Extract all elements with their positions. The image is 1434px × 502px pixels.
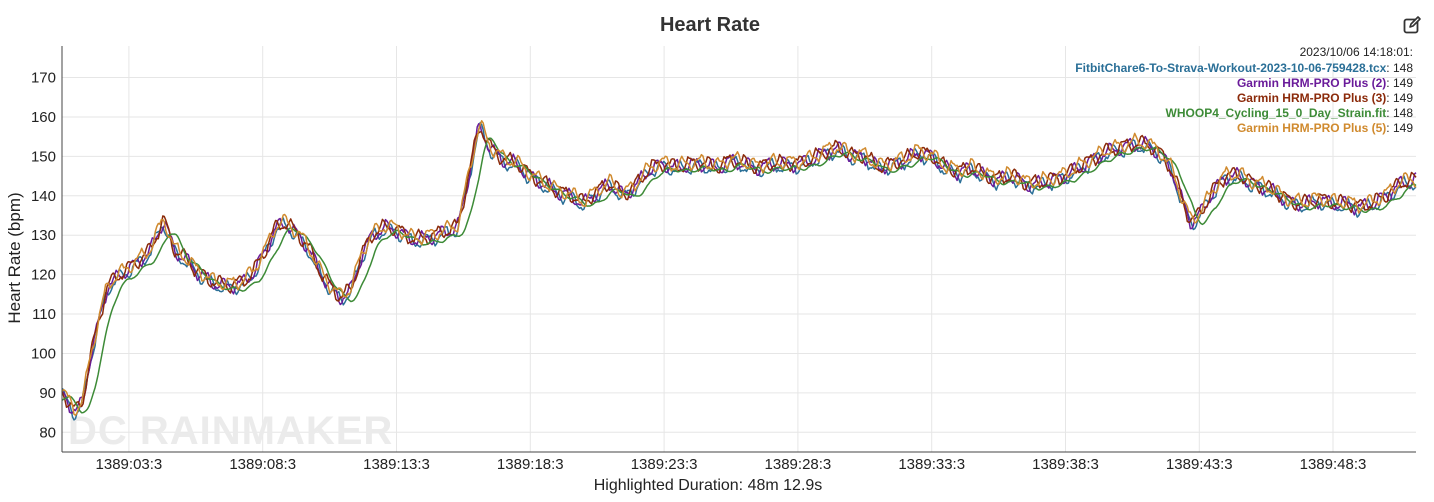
tooltip-entry: Garmin HRM-PRO Plus (2): 149 xyxy=(1237,76,1413,90)
y-tick-label: 90 xyxy=(39,385,56,402)
tooltip-series-name: Garmin HRM-PRO Plus (2) xyxy=(1237,76,1386,90)
edit-square-icon[interactable] xyxy=(1403,16,1421,34)
tooltip-entry: WHOOP4_Cycling_15_0_Day_Strain.fit: 148 xyxy=(1166,106,1414,120)
x-tick-label: 1389:08:3 xyxy=(229,456,296,473)
x-tick-label: 1389:13:3 xyxy=(363,456,430,473)
tooltip-series-value: : 149 xyxy=(1386,76,1413,90)
tooltip-entry: Garmin HRM-PRO Plus (5): 149 xyxy=(1237,121,1413,135)
tooltip-series-name: FitbitChare6-To-Strava-Workout-2023-10-0… xyxy=(1075,61,1386,75)
grid xyxy=(62,46,1416,452)
y-tick-label: 120 xyxy=(31,267,56,284)
series-line-garmin-hrm-pro-plus-5[interactable] xyxy=(61,120,1417,417)
x-tick-label: 1389:48:3 xyxy=(1300,456,1367,473)
axes xyxy=(61,46,1416,453)
y-tick-label: 150 xyxy=(31,148,56,165)
tooltip-series-name: Garmin HRM-PRO Plus (5) xyxy=(1237,121,1386,135)
tooltip-series-value: : 148 xyxy=(1386,61,1413,75)
y-tick-label: 110 xyxy=(32,306,56,323)
x-tick-label: 1389:23:3 xyxy=(631,456,698,473)
y-tick-label: 80 xyxy=(39,424,56,441)
tooltip-series-value: : 149 xyxy=(1386,91,1413,105)
series-line-garmin-hrm-pro-plus-2[interactable] xyxy=(61,123,1417,414)
chart-title: Heart Rate xyxy=(660,14,760,36)
y-tick-label: 100 xyxy=(31,346,56,363)
series-line-garmin-hrm-pro-plus-3[interactable] xyxy=(61,131,1417,408)
tooltip-entry: FitbitChare6-To-Strava-Workout-2023-10-0… xyxy=(1075,61,1413,75)
tooltip-series-name: Garmin HRM-PRO Plus (3) xyxy=(1237,91,1386,105)
watermark: DC RAINMAKER xyxy=(68,409,393,453)
y-axis-label: Heart Rate (bpm) xyxy=(5,192,24,323)
x-tick-label: 1389:38:3 xyxy=(1032,456,1099,473)
tooltip-timestamp: 2023/10/06 14:18:01: xyxy=(1300,45,1413,59)
y-tick-labels: 80 90 100 110 120 130 140 150 160 170 xyxy=(31,70,56,442)
x-tick-labels: 1389:03:3 1389:08:3 1389:13:3 1389:18:3 1389… xyxy=(96,456,1367,473)
x-tick-label: 1389:33:3 xyxy=(898,456,965,473)
x-tick-label: 1389:28:3 xyxy=(765,456,832,473)
x-tick-label: 1389:03:3 xyxy=(96,456,163,473)
y-tick-label: 130 xyxy=(31,227,56,244)
x-axis-label: Highlighted Duration: 48m 12.9s xyxy=(594,477,823,494)
series-line-whoop4-cycling-15-0-day-strain-fit[interactable] xyxy=(61,137,1417,414)
hover-tooltip: 2023/10/06 14:18:01: FitbitChare6-To-Str… xyxy=(1075,45,1413,135)
y-tick-label: 140 xyxy=(31,188,56,205)
tooltip-entry: Garmin HRM-PRO Plus (3): 149 xyxy=(1237,91,1413,105)
series-lines[interactable] xyxy=(61,120,1417,421)
x-tick-label: 1389:43:3 xyxy=(1166,456,1233,473)
tooltip-series-value: : 149 xyxy=(1386,121,1413,135)
y-tick-label: 170 xyxy=(31,70,56,87)
tooltip-series-value: : 148 xyxy=(1386,106,1413,120)
x-tick-label: 1389:18:3 xyxy=(497,456,564,473)
y-tick-label: 160 xyxy=(31,109,56,126)
tooltip-series-name: WHOOP4_Cycling_15_0_Day_Strain.fit xyxy=(1166,106,1387,120)
